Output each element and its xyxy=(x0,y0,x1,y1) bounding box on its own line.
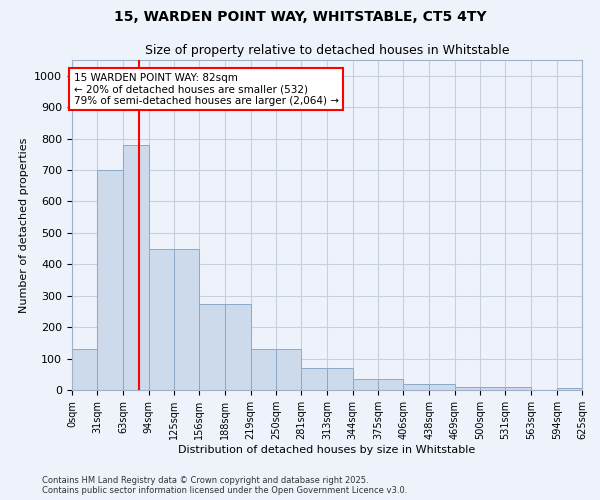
Bar xyxy=(124,145,149,390)
Bar xyxy=(353,379,378,390)
Y-axis label: Number of detached properties: Number of detached properties xyxy=(19,138,29,312)
Bar xyxy=(403,384,430,390)
Bar xyxy=(557,388,582,390)
Bar xyxy=(199,304,226,390)
Bar xyxy=(276,349,301,390)
X-axis label: Distribution of detached houses by size in Whitstable: Distribution of detached houses by size … xyxy=(178,444,476,454)
Bar xyxy=(251,349,276,390)
Title: Size of property relative to detached houses in Whitstable: Size of property relative to detached ho… xyxy=(145,44,509,58)
Bar xyxy=(480,387,505,390)
Text: 15, WARDEN POINT WAY, WHITSTABLE, CT5 4TY: 15, WARDEN POINT WAY, WHITSTABLE, CT5 4T… xyxy=(113,10,487,24)
Bar xyxy=(149,248,174,390)
Text: 15 WARDEN POINT WAY: 82sqm
← 20% of detached houses are smaller (532)
79% of sem: 15 WARDEN POINT WAY: 82sqm ← 20% of deta… xyxy=(74,72,338,106)
Bar xyxy=(430,384,455,390)
Bar xyxy=(226,304,251,390)
Bar xyxy=(72,349,97,390)
Bar xyxy=(378,379,403,390)
Bar xyxy=(174,248,199,390)
Bar xyxy=(328,368,353,390)
Bar xyxy=(301,368,328,390)
Bar xyxy=(97,170,124,390)
Text: Contains HM Land Registry data © Crown copyright and database right 2025.
Contai: Contains HM Land Registry data © Crown c… xyxy=(42,476,407,495)
Bar xyxy=(505,387,532,390)
Bar xyxy=(455,387,480,390)
